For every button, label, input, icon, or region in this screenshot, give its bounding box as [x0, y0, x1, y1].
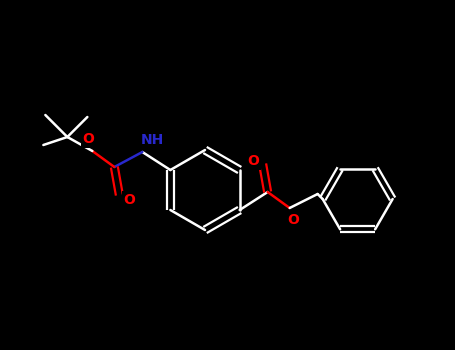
Text: O: O [123, 193, 135, 207]
Text: O: O [82, 132, 94, 146]
Text: O: O [288, 213, 299, 227]
Text: NH: NH [141, 133, 164, 147]
Text: O: O [248, 154, 260, 168]
